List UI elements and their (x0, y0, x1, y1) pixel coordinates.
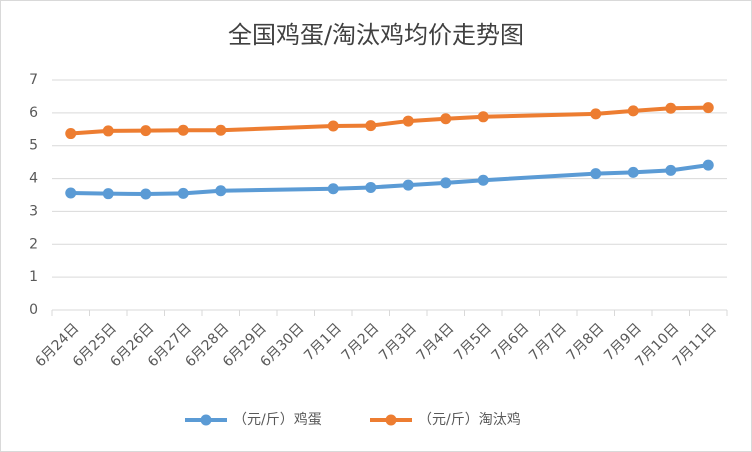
line-segment (443, 114, 486, 121)
y-tick-label: 4 (29, 171, 38, 187)
line-segment (143, 191, 186, 197)
line-segment (406, 180, 448, 188)
marker (440, 113, 452, 125)
marker (665, 102, 677, 114)
marker (327, 120, 339, 132)
line-segment (631, 168, 673, 175)
marker (590, 108, 602, 120)
line-segment (181, 188, 223, 196)
line-segment (593, 170, 636, 176)
marker (440, 177, 452, 189)
y-tick-label: 0 (29, 302, 38, 318)
line-segment (218, 124, 336, 133)
y-tick-label: 6 (29, 105, 38, 121)
marker (590, 168, 602, 180)
line-segment (331, 185, 373, 191)
marker (627, 166, 639, 178)
line-segment (218, 186, 336, 193)
marker (402, 115, 414, 127)
line-segment (631, 106, 673, 113)
marker (102, 188, 114, 200)
marker (627, 105, 639, 117)
marker (215, 185, 227, 197)
marker (140, 125, 152, 137)
y-tick-label: 7 (29, 72, 38, 88)
line-segment (368, 119, 411, 128)
line-segment (406, 116, 448, 124)
marker (65, 187, 77, 199)
line-segment (481, 171, 598, 183)
marker (702, 159, 714, 171)
marker (102, 125, 114, 137)
marker (215, 124, 227, 136)
marker (327, 183, 339, 195)
line-segment (368, 183, 411, 190)
marker (177, 187, 189, 199)
marker (477, 174, 489, 186)
legend-marker (200, 414, 212, 426)
marker (140, 188, 152, 200)
chart-title: 全国鸡蛋/淘汰鸡均价走势图 (228, 21, 524, 49)
y-tick-label: 5 (29, 138, 38, 154)
line-segment (68, 128, 111, 136)
marker (477, 111, 489, 123)
line-segment (68, 191, 111, 196)
legend-label: （元/斤）鸡蛋 (233, 411, 322, 428)
marker (365, 181, 377, 193)
marker (65, 128, 77, 140)
line-segment (481, 111, 598, 119)
line-segment (593, 108, 636, 116)
y-tick-label: 2 (29, 236, 38, 252)
marker (177, 124, 189, 136)
marker (702, 102, 714, 114)
marker (365, 120, 377, 132)
legend-label: （元/斤）淘汰鸡 (418, 411, 521, 428)
y-tick-label: 1 (29, 269, 38, 285)
marker (665, 164, 677, 176)
line-segment (668, 105, 711, 111)
line-segment (443, 178, 486, 185)
line-segment (668, 163, 711, 173)
y-tick-label: 3 (29, 203, 38, 219)
legend-marker (385, 414, 397, 426)
marker (402, 179, 414, 191)
